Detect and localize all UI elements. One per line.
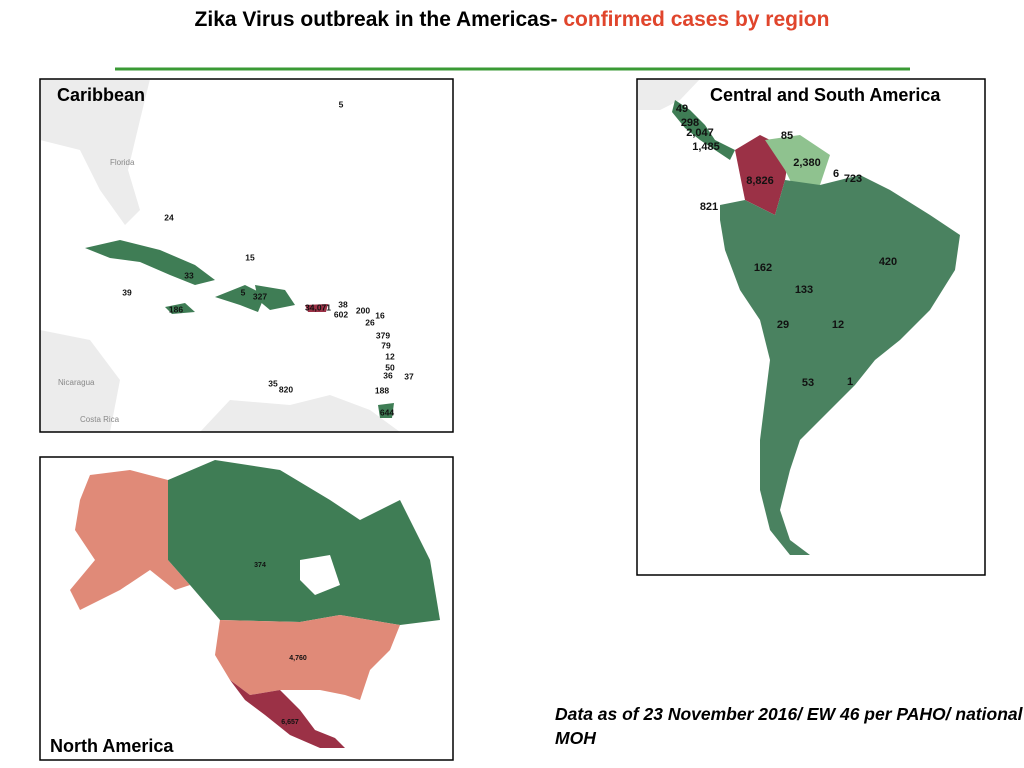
case-count: 29 — [777, 319, 789, 331]
case-count: 644 — [380, 407, 394, 417]
case-count: 1,485 — [692, 141, 720, 153]
title-highlight: confirmed cases by region — [563, 8, 830, 31]
case-count: 5 — [241, 287, 246, 297]
case-count: 133 — [795, 284, 813, 296]
case-count: 420 — [879, 256, 897, 268]
case-count: 24 — [164, 212, 174, 222]
footnote: Data as of 23 November 2016/ EW 46 per P… — [555, 704, 1023, 748]
case-count: 53 — [802, 377, 814, 389]
case-count: 38 — [338, 299, 348, 309]
case-count: 298 — [681, 117, 699, 129]
case-count: 33 — [184, 270, 194, 280]
case-count: 49 — [676, 103, 688, 115]
map-title: Central and South America — [710, 85, 941, 105]
map-title: Caribbean — [57, 85, 145, 105]
case-count: 374 — [254, 562, 266, 569]
case-count: 6,657 — [281, 719, 299, 726]
case-count: 6 — [833, 168, 839, 180]
panel-frame — [636, 78, 986, 576]
case-count: 5 — [339, 99, 344, 109]
case-count: 186 — [169, 304, 183, 314]
case-count: 162 — [754, 262, 772, 274]
case-count: 12 — [832, 319, 844, 331]
base-label: Nicaragua — [58, 378, 95, 387]
case-count: 12 — [385, 351, 395, 361]
panel-frame — [39, 78, 454, 433]
slide-title: Zika Virus outbreak in the Americas- con… — [170, 5, 854, 34]
south-america-map — [637, 79, 985, 575]
case-count: 602 — [334, 309, 348, 319]
case-count: 85 — [781, 130, 793, 142]
base-label: Costa Rica — [80, 415, 120, 424]
case-count: 327 — [253, 291, 267, 301]
case-count: 2,380 — [793, 157, 821, 169]
case-count: 200 — [356, 305, 370, 315]
base-label: Florida — [110, 158, 135, 167]
north-america-map — [40, 457, 453, 760]
case-count: 35 — [268, 378, 278, 388]
case-count: 79 — [381, 340, 391, 350]
case-count: 36 — [383, 370, 393, 380]
case-count: 2,047 — [686, 127, 714, 139]
caribbean-map — [40, 79, 453, 432]
title-main: Zika Virus outbreak in the Americas- — [194, 8, 558, 31]
case-count: 50 — [385, 362, 395, 372]
case-count: 37 — [404, 371, 414, 381]
case-count: 26 — [365, 317, 375, 327]
map-title: North America — [50, 736, 174, 756]
case-count: 16 — [375, 310, 385, 320]
case-count: 188 — [375, 385, 389, 395]
case-count: 379 — [376, 330, 390, 340]
panel-frame — [39, 456, 454, 761]
case-count: 34,071 — [305, 302, 331, 312]
case-count: 723 — [844, 173, 862, 185]
case-count: 15 — [245, 252, 255, 262]
case-count: 8,826 — [746, 175, 774, 187]
case-count: 39 — [122, 287, 132, 297]
case-count: 820 — [279, 384, 293, 394]
case-count: 4,760 — [289, 655, 307, 662]
case-count: 1 — [847, 376, 853, 388]
case-count: 821 — [700, 201, 718, 213]
